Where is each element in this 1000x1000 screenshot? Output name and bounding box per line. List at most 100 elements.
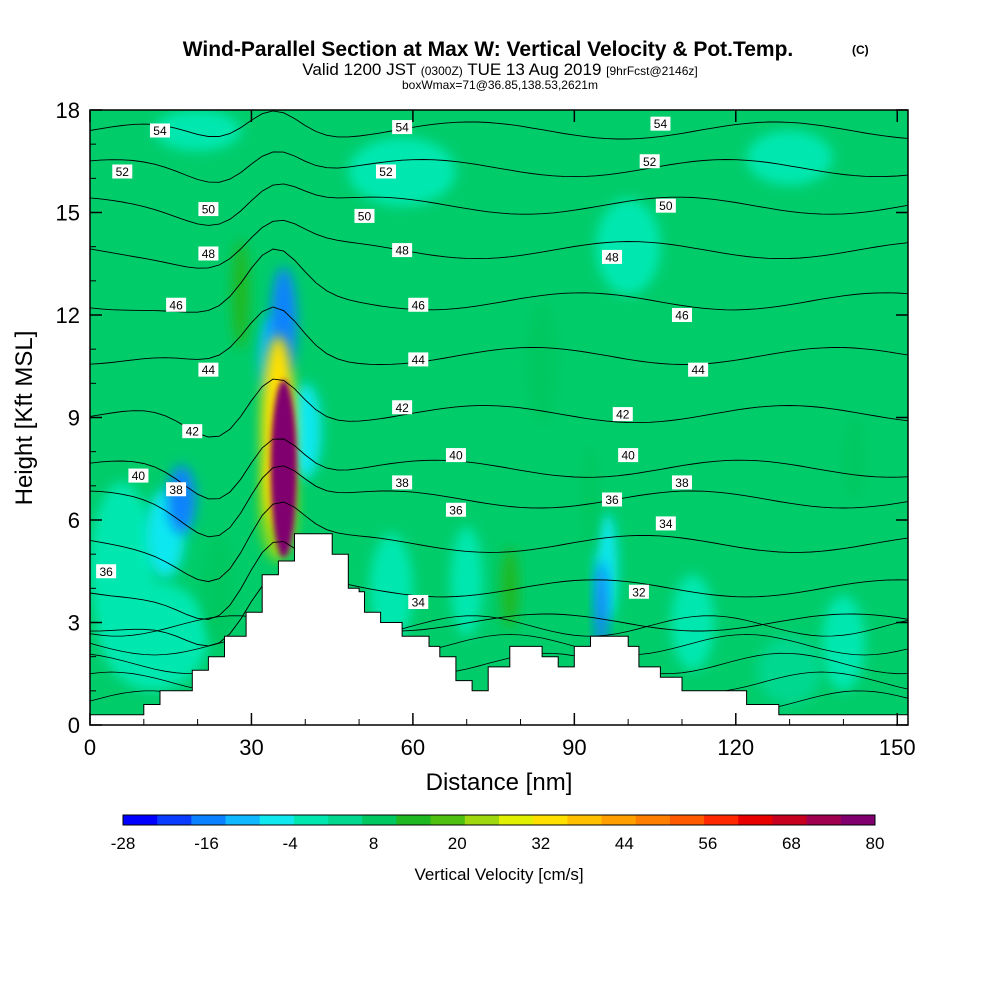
theta-contour-line — [90, 541, 908, 620]
contour-label: 42 — [392, 400, 413, 415]
contour-label-text: 52 — [643, 155, 657, 169]
contour-label: 44 — [198, 362, 219, 377]
valid-z: (0300Z) — [421, 64, 463, 78]
theta-contour-line — [90, 248, 908, 313]
contour-label: 48 — [392, 243, 413, 258]
colorbar-swatch — [601, 815, 637, 825]
contour-label-box — [392, 475, 413, 490]
contour-label: 40 — [445, 448, 466, 463]
colorbar-swatch — [669, 815, 705, 825]
velocity-cell — [450, 526, 483, 637]
contour-label-box — [602, 492, 623, 507]
colorbar-tick-label: 8 — [369, 834, 378, 853]
colorbar-tick-label: 20 — [448, 834, 467, 853]
colorbar-swatch — [738, 815, 773, 825]
contour-label: 44 — [408, 352, 429, 367]
contour-label: 46 — [166, 297, 187, 312]
contour-label-box — [128, 468, 149, 483]
contour-label-box — [198, 362, 219, 377]
contour-label-text: 42 — [395, 401, 409, 415]
contour-label: 50 — [354, 208, 375, 223]
contour-label-text: 50 — [659, 199, 673, 213]
contour-label: 34 — [655, 516, 676, 531]
colorbar-swatch — [772, 815, 808, 825]
x-tick-label: 0 — [84, 735, 96, 760]
contour-label-text: 48 — [395, 244, 409, 258]
contour-label-box — [408, 352, 429, 367]
contour-label: 38 — [166, 482, 187, 497]
box-line: boxWmax=71@36.85,138.53,2621m — [402, 78, 598, 92]
velocity-cell — [746, 130, 833, 186]
contour-label: 48 — [602, 249, 623, 264]
colorbar-tick-label: 32 — [531, 834, 550, 853]
contour-label-box — [392, 120, 413, 135]
colorbar-swatch — [328, 815, 363, 825]
chart-title: Wind-Parallel Section at Max W: Vertical… — [183, 38, 794, 61]
contour-label-box — [166, 482, 187, 497]
colorbar-swatch — [225, 815, 261, 825]
contour-label: 32 — [628, 584, 649, 599]
theta-contour-line — [90, 465, 908, 538]
y-tick-label: 3 — [68, 611, 80, 636]
contour-label: 46 — [671, 308, 692, 323]
contour-label: 54 — [392, 120, 413, 135]
contour-label-box — [445, 448, 466, 463]
contour-label: 38 — [392, 475, 413, 490]
contour-label-box — [392, 400, 413, 415]
colorbar-swatch — [362, 815, 397, 825]
colorbar-tick-label: -16 — [194, 834, 219, 853]
velocity-cell — [525, 301, 559, 425]
contour-label-box — [408, 297, 429, 312]
contour-label-box — [392, 243, 413, 258]
contour-label-box — [671, 308, 692, 322]
contour-label: 52 — [112, 164, 133, 179]
contour-label-text: 44 — [691, 363, 705, 377]
x-tick-label: 150 — [879, 735, 916, 760]
y-tick-label: 12 — [56, 303, 80, 328]
theta-contour-line — [90, 183, 908, 226]
contour-label: 40 — [128, 468, 149, 483]
velocity-cell — [270, 379, 297, 558]
x-tick-label: 90 — [562, 735, 586, 760]
contour-label: 48 — [198, 246, 219, 261]
contour-label-text: 42 — [616, 408, 630, 422]
contour-label-text: 46 — [169, 298, 183, 312]
colorbar-swatch — [533, 815, 568, 825]
contour-label: 54 — [650, 116, 671, 131]
velocity-cell — [232, 239, 250, 350]
colorbar-tick-label: 68 — [782, 834, 801, 853]
contour-label-box — [655, 198, 676, 213]
contour-label-text: 38 — [169, 483, 183, 497]
y-tick-label: 18 — [56, 98, 80, 123]
x-axis-label: Distance [nm] — [426, 769, 573, 796]
x-axis: 0 30 60 90 120 150 — [84, 110, 916, 760]
colorbar-tick-label: 80 — [866, 834, 885, 853]
contour-label: 42 — [182, 424, 203, 439]
contour-label-box — [112, 164, 133, 179]
contour-label-text: 36 — [605, 493, 619, 507]
contour-label-text: 34 — [659, 517, 673, 531]
colorbar-swatch — [464, 815, 500, 825]
theta-contour-line — [90, 151, 908, 183]
contour-label-box — [650, 116, 671, 131]
theta-contour-line — [90, 306, 908, 365]
colorbar-swatch — [157, 815, 192, 825]
contour-label: 46 — [408, 297, 429, 312]
contour-label-box — [671, 475, 692, 490]
velocity-cell — [595, 198, 661, 295]
contour-label-box — [198, 202, 219, 217]
contour-label-box — [375, 164, 396, 179]
velocity-cell — [167, 465, 196, 534]
velocity-cell — [843, 417, 865, 500]
contour-label-text: 38 — [395, 476, 409, 490]
contour-label: 52 — [375, 164, 396, 179]
contour-label: 36 — [96, 564, 117, 579]
valid-fcst: [9hrFcst@2146z] — [606, 64, 698, 78]
contour-label-box — [612, 407, 633, 422]
colorbar-swatch — [259, 815, 295, 825]
contour-label-text: 48 — [605, 250, 619, 264]
contour-label-text: 52 — [379, 165, 393, 179]
colorbar-swatch — [123, 815, 158, 825]
contour-label-text: 48 — [202, 247, 216, 261]
